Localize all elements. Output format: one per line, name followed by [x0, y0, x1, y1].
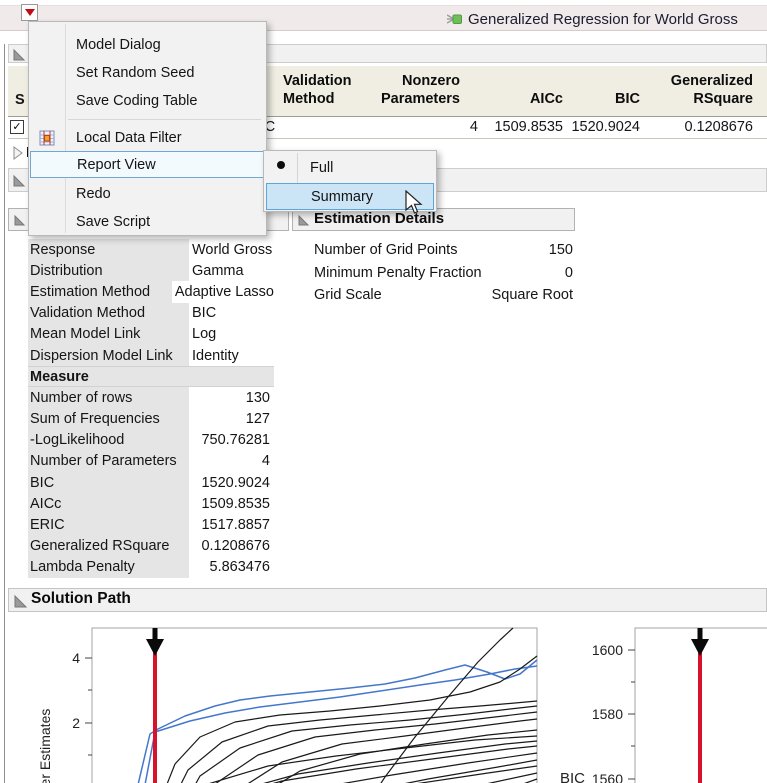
svg-text:1580: 1580	[592, 706, 623, 722]
menu-item-report-view[interactable]: Report View	[30, 151, 265, 178]
mouse-cursor-icon	[405, 190, 423, 214]
disclosure-open-icon[interactable]	[13, 593, 28, 608]
generalized-rsquare-cell: 0.1208676	[684, 119, 753, 135]
svg-text:1560: 1560	[592, 771, 623, 783]
disclosure-closed-icon[interactable]	[10, 145, 26, 161]
report-view-submenu: Full Summary	[263, 150, 437, 212]
red-triangle-menu-button[interactable]	[21, 4, 38, 21]
menu-separator	[68, 119, 261, 120]
disclosure-open-icon[interactable]	[12, 47, 26, 61]
menu-item-set-random-seed[interactable]: Set Random Seed	[76, 65, 195, 81]
table-row: Mean Model Link Log	[28, 323, 274, 345]
table-row: Validation Method BIC	[28, 302, 274, 324]
submenu-icon-gutter	[297, 153, 298, 209]
submenu-item-full[interactable]: Full	[310, 159, 334, 176]
table-row: ERIC 1517.8857	[28, 514, 274, 536]
disclosure-open-icon[interactable]	[12, 173, 26, 187]
table-row: Sum of Frequencies 127	[28, 408, 274, 430]
table-row: Number of Parameters 4	[28, 450, 274, 473]
aicc-cell: 1509.8535	[494, 119, 563, 135]
column-validation-method: Validation Method	[283, 73, 352, 107]
outline-indent-line	[4, 44, 5, 783]
table-row: Grid Scale Square Root	[314, 286, 573, 303]
table-row: Estimation Method Adaptive Lasso	[28, 281, 274, 303]
estimation-details-table: Number of Grid Points 150 Minimum Penalt…	[314, 239, 573, 306]
disclosure-open-icon[interactable]	[13, 213, 26, 226]
column-generalized-rsquare: Generalized RSquare	[670, 73, 753, 107]
table-row: Minimum Penalty Fraction 0	[314, 264, 573, 281]
submenu-item-summary[interactable]: Summary	[266, 183, 434, 210]
table-row: Number of Grid Points 150	[314, 242, 573, 259]
table-row: AICc 1509.8535	[28, 493, 274, 515]
table-row: -LogLikelihood 750.76281	[28, 429, 274, 451]
nonzero-parameters-cell: 4	[469, 119, 478, 135]
solution-path-header: Solution Path	[8, 588, 767, 612]
table-row: Lambda Penalty 5.863476	[28, 556, 274, 578]
section-title: Solution Path	[31, 590, 131, 607]
radio-selected-icon	[277, 161, 285, 169]
menu-item-save-coding-table[interactable]: Save Coding Table	[76, 93, 198, 109]
estimation-details-header: Estimation Details	[292, 208, 575, 231]
bic-cell: 1520.9024	[571, 119, 640, 135]
table-row: Number of rows 130	[28, 387, 274, 409]
right-chart-ylabel: BIC	[560, 770, 585, 783]
menu-item-local-data-filter[interactable]: Local Data Filter	[76, 130, 182, 146]
table-row: Dispersion Model Link Identity	[28, 344, 274, 367]
red-triangle-context-menu: Model Dialog Set Random Seed Save Coding…	[28, 21, 267, 236]
table-row: BIC 1520.9024	[28, 472, 274, 494]
svg-text:1600: 1600	[592, 642, 623, 658]
model-summary-table: Response World Gross Distribution Gamma Es…	[28, 239, 274, 578]
menu-icon-gutter	[65, 24, 66, 233]
column-nonzero-parameters: Nonzero Parameters	[381, 73, 460, 107]
menu-item-redo[interactable]: Redo	[76, 186, 111, 202]
parameter-estimates-chart[interactable]: 42	[72, 627, 538, 783]
local-data-filter-icon	[39, 130, 55, 146]
generalized-regression-icon	[447, 14, 462, 24]
menu-item-save-script[interactable]: Save Script	[76, 214, 151, 230]
svg-text:2: 2	[72, 715, 80, 731]
section-title: Estimation Details	[314, 210, 445, 227]
column-header-fragment: S	[15, 92, 25, 108]
table-row: Generalized RSquare 0.1208676	[28, 535, 274, 557]
menu-item-model-dialog[interactable]: Model Dialog	[76, 37, 161, 53]
column-bic: BIC	[615, 90, 640, 107]
disclosure-open-icon[interactable]	[297, 213, 310, 226]
column-aicc: AICc	[529, 90, 563, 107]
svg-text:4: 4	[72, 650, 80, 666]
red-triangle-icon	[24, 9, 35, 16]
table-row: Response World Gross	[28, 239, 274, 261]
page-title: Generalized Regression for World Gross	[468, 10, 738, 28]
measure-header-row: Measure	[28, 366, 274, 388]
model-checkbox[interactable]: ✓	[10, 120, 24, 134]
report-title: Generalized Regression for World Gross	[447, 9, 738, 29]
left-chart-ylabel: Parameter Estimates	[37, 709, 53, 783]
bic-validation-chart[interactable]: 1600 1580 1560	[592, 628, 709, 783]
table-row: Distribution Gamma	[28, 260, 274, 282]
